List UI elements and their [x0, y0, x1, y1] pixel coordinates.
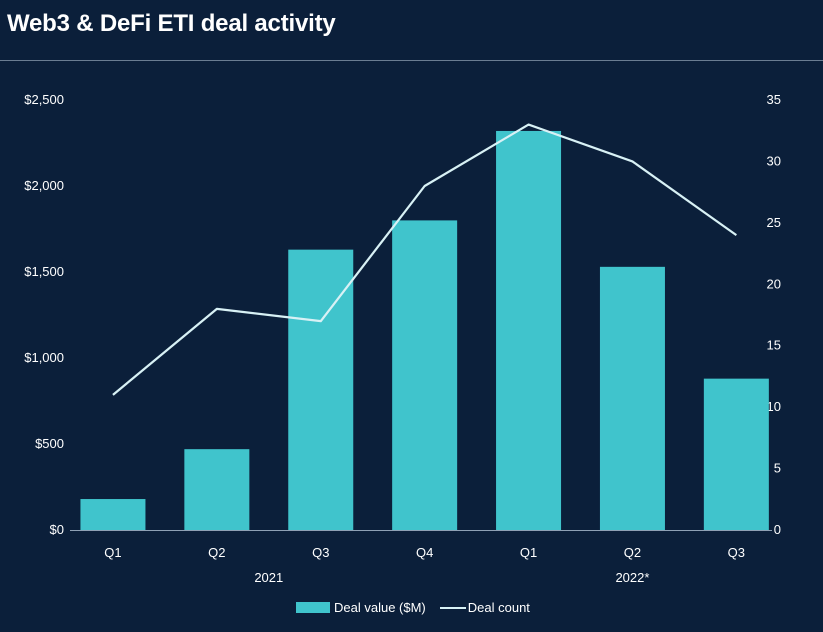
legend-label-deal-value: Deal value ($M) — [334, 600, 426, 615]
y-left-tick-label: $2,000 — [24, 178, 64, 193]
legend-swatch-deal-value — [296, 602, 330, 613]
y-right-tick-label: 30 — [767, 153, 781, 168]
bar-deal-value — [599, 266, 665, 530]
title-divider — [0, 60, 823, 61]
legend-label-deal-count: Deal count — [467, 600, 530, 615]
x-group-label: 2022* — [615, 570, 649, 585]
x-tick-label: Q4 — [416, 545, 433, 560]
bar-deal-value — [496, 130, 562, 530]
y-right-tick-label: 20 — [767, 276, 781, 291]
y-right-tick-label: 15 — [767, 338, 781, 353]
bar-deal-value — [184, 449, 250, 530]
legend: Deal value ($M) Deal count — [296, 600, 530, 615]
y-left-tick-label: $0 — [50, 522, 64, 537]
bar-deal-value — [288, 249, 354, 530]
chart-title: Web3 & DeFi ETI deal activity — [7, 10, 336, 37]
bar-deal-value — [80, 499, 146, 530]
y-left-tick-label: $500 — [35, 436, 64, 451]
x-tick-label: Q1 — [104, 545, 121, 560]
bar-deal-value — [703, 378, 769, 530]
x-tick-label: Q2 — [624, 545, 641, 560]
legend-swatch-deal-count — [439, 606, 466, 609]
y-right-tick-label: 10 — [767, 399, 781, 414]
y-left-tick-label: $2,500 — [24, 92, 64, 107]
bar-deal-value — [392, 220, 458, 530]
y-right-tick-label: 25 — [767, 215, 781, 230]
x-tick-label: Q1 — [520, 545, 537, 560]
y-left-tick-label: $1,000 — [24, 350, 64, 365]
y-left-tick-label: $1,500 — [24, 264, 64, 279]
y-right-tick-label: 35 — [767, 92, 781, 107]
x-tick-label: Q3 — [312, 545, 329, 560]
x-group-label: 2021 — [254, 570, 283, 585]
y-right-tick-label: 5 — [774, 461, 781, 476]
x-tick-label: Q2 — [208, 545, 225, 560]
y-right-tick-label: 0 — [774, 522, 781, 537]
x-tick-label: Q3 — [728, 545, 745, 560]
